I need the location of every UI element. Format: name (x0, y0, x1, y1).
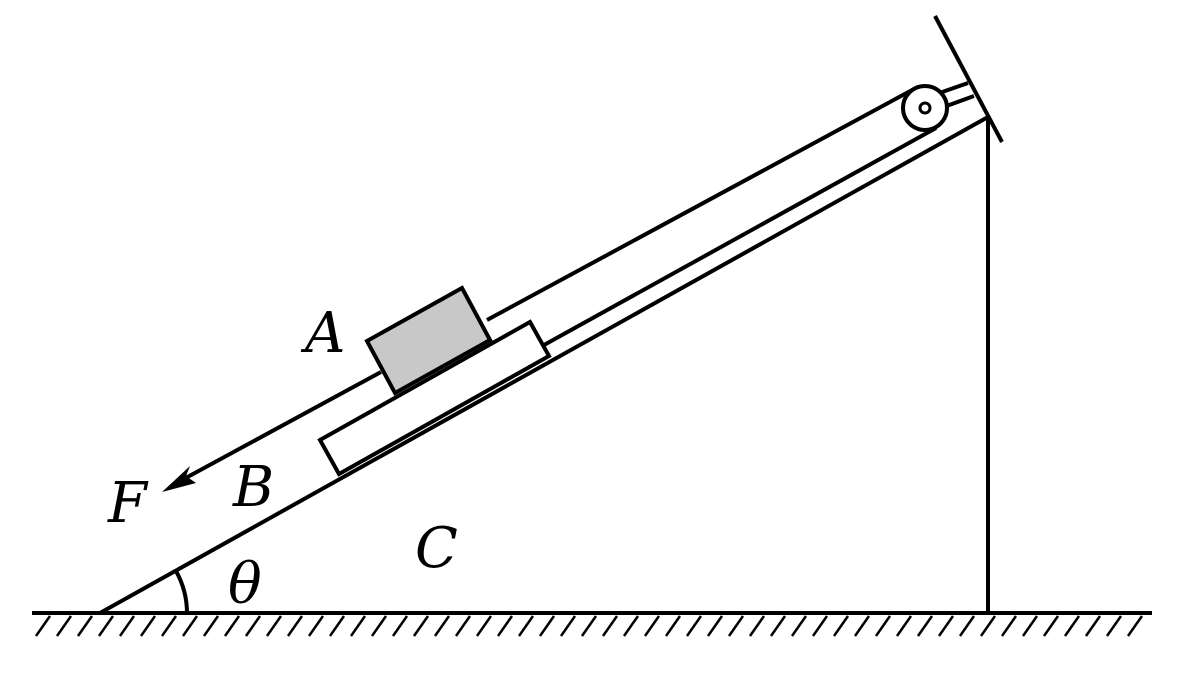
ground-hatch-mark (160, 615, 178, 637)
ground-hatch-mark (643, 615, 661, 637)
ground-hatch-mark (97, 615, 115, 637)
rope-lower (543, 126, 937, 347)
label-angle-theta: θ (228, 552, 262, 617)
ground-hatch-mark (727, 615, 745, 637)
ground-hatch-mark (979, 615, 997, 637)
ground-hatch-mark (328, 615, 346, 637)
ground-hatch-mark (286, 615, 304, 637)
ground-hatch-mark (118, 615, 136, 637)
ground-hatch-mark (349, 615, 367, 637)
ground-hatch-mark (1126, 615, 1144, 637)
ground-hatch-mark (559, 615, 577, 637)
angle-theta-arc (174, 570, 189, 614)
ground-hatch-mark (454, 615, 472, 637)
ground-hatch-mark (370, 615, 388, 637)
force-f-arrowhead (162, 466, 196, 492)
ground-hatch-mark (853, 615, 871, 637)
ground-hatch-mark (1063, 615, 1081, 637)
ground-hatch-mark (769, 615, 787, 637)
ground-hatch-mark (391, 615, 409, 637)
ground-hatch-mark (874, 615, 892, 637)
ground-hatch-mark (244, 615, 262, 637)
ground-hatch-mark (811, 615, 829, 637)
ground-hatch-mark (265, 615, 283, 637)
ground-hatch-mark (475, 615, 493, 637)
force-f-line (181, 370, 382, 482)
pulley-axle (918, 101, 932, 115)
label-incline-c: C (415, 516, 458, 581)
ground-hatch-mark (181, 615, 199, 637)
board-b (317, 319, 552, 477)
ground-hatch-mark (1021, 615, 1039, 637)
incline-surface (99, 115, 989, 615)
ground-hatch-mark (1000, 615, 1018, 637)
ground-hatch-mark (937, 615, 955, 637)
ground-hatch-mark (664, 615, 682, 637)
label-board-b: B (232, 455, 274, 520)
ground-hatch-mark (307, 615, 325, 637)
ground-hatch-mark (412, 615, 430, 637)
ground-hatch-mark (601, 615, 619, 637)
ground-hatch-mark (580, 615, 598, 637)
ground-hatch-mark (748, 615, 766, 637)
ground-hatch-mark (34, 615, 52, 637)
ground-hatch-mark (958, 615, 976, 637)
ground-hatch-mark (685, 615, 703, 637)
ground-hatch-mark (538, 615, 556, 637)
pulley-mount-plate (933, 15, 1004, 143)
ground-hatch-mark (832, 615, 850, 637)
ground-hatch-mark (706, 615, 724, 637)
ground-hatch-mark (517, 615, 535, 637)
ground-hatch-mark (1042, 615, 1060, 637)
ground-hatching (34, 615, 1144, 637)
rope-upper (486, 87, 915, 322)
ground-hatch-mark (1105, 615, 1123, 637)
ground-hatch-mark (202, 615, 220, 637)
ground-hatch-mark (916, 615, 934, 637)
block-a (364, 285, 493, 396)
ground-hatch-mark (139, 615, 157, 637)
ground-hatch-mark (895, 615, 913, 637)
ground-hatch-mark (1084, 615, 1102, 637)
ground (32, 611, 1152, 637)
incline-c (99, 115, 990, 615)
label-force-f: F (107, 471, 149, 536)
ground-hatch-mark (496, 615, 514, 637)
ground-hatch-mark (433, 615, 451, 637)
ground-hatch-mark (223, 615, 241, 637)
ground-hatch-mark (622, 615, 640, 637)
ground-hatch-mark (55, 615, 73, 637)
ground-hatch-mark (76, 615, 94, 637)
ground-hatch-mark (790, 615, 808, 637)
label-block-a: A (300, 301, 345, 366)
